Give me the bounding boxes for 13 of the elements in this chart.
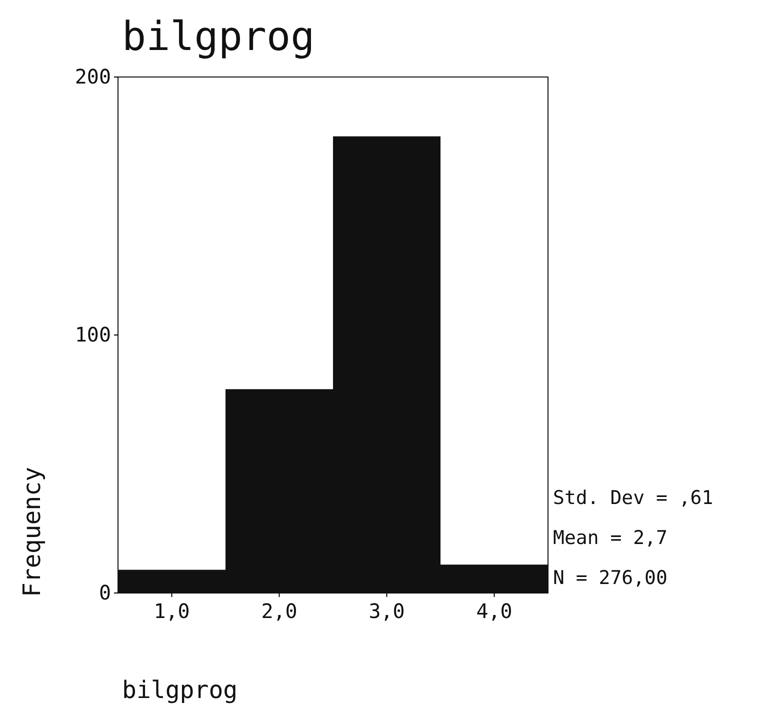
text: N = 276,00 <box>553 567 668 589</box>
x-tick-label: 1,0 <box>154 599 190 623</box>
y-tick-label: 0 <box>98 580 111 604</box>
y-tick-label: 200 <box>74 64 111 88</box>
x-tick-label: 2,0 <box>261 599 298 623</box>
chart-title: bilgprog <box>122 14 315 60</box>
y-axis-title: Frequency <box>18 466 46 598</box>
text: Std. Dev = ,61 <box>553 487 714 509</box>
y-tick-label: 100 <box>74 322 111 346</box>
x-tick-label: 3,0 <box>368 599 405 623</box>
x-axis-title: bilgprog <box>122 676 238 704</box>
x-tick-label: 4,0 <box>476 599 512 623</box>
text: Mean = 2,7 <box>553 527 668 549</box>
